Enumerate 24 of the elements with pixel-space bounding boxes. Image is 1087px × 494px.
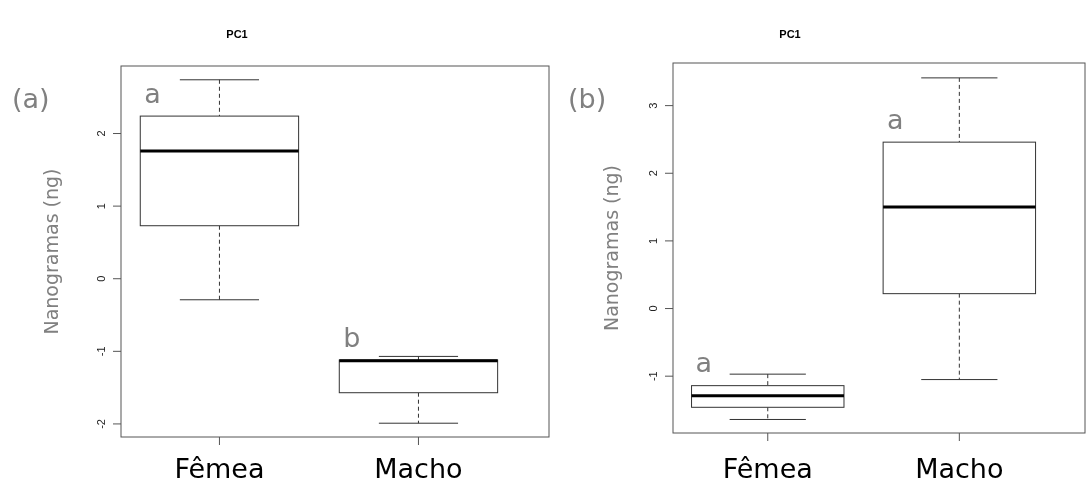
chart-title: PC1 — [779, 28, 801, 40]
y-tick-label: 0 — [647, 305, 659, 312]
text: (b) — [568, 83, 607, 114]
y-tick-label: -1 — [647, 371, 659, 382]
x-tick-label: Fêmea — [174, 453, 265, 484]
x-tick-label: Macho — [374, 453, 463, 484]
y-tick-label: 0 — [95, 275, 107, 282]
text: (a) — [12, 83, 50, 114]
x-tick-label: Macho — [915, 453, 1004, 484]
y-tick-label: 3 — [647, 102, 659, 109]
annotation: b — [343, 321, 361, 353]
annotation: a — [887, 103, 904, 135]
annotation: a — [144, 77, 161, 109]
y-axis-title: Nanogramas (ng) — [599, 164, 622, 332]
x-tick-label: Fêmea — [722, 453, 813, 484]
y-tick-label: -1 — [95, 346, 107, 357]
y-tick-label: 1 — [95, 203, 107, 210]
annotation: a — [695, 347, 713, 379]
y-axis-title: Nanogramas (ng) — [39, 168, 62, 335]
y-tick-label: 1 — [647, 237, 659, 244]
y-tick-label: 2 — [647, 170, 659, 177]
chart-title: PC1 — [226, 28, 248, 40]
y-tick-label: -2 — [95, 419, 107, 429]
y-tick-label: 2 — [95, 130, 107, 137]
